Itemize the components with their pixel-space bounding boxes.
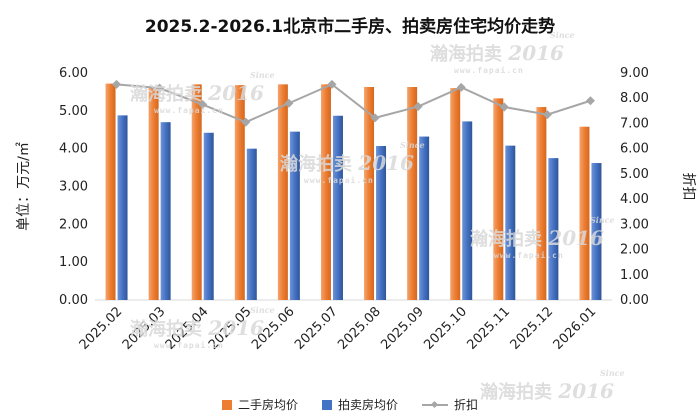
y-tick-label: 6.00 [59, 66, 88, 81]
y-tick-label: 5.00 [59, 104, 88, 119]
discount-point [112, 79, 122, 89]
discount-point [327, 79, 337, 89]
x-tick-label: 2025.06 [249, 304, 298, 353]
legend-label-discount: 折扣 [454, 398, 479, 412]
bar-auction [462, 121, 473, 300]
bar-secondhand [320, 84, 331, 300]
discount-point [413, 102, 423, 112]
bar-auction [289, 131, 300, 300]
x-tick-label: 2025.05 [206, 304, 255, 353]
y2-tick-label: 2.00 [620, 243, 649, 258]
legend-swatch-discount [422, 400, 448, 410]
bar-auction [332, 115, 343, 300]
y2-tick-label: 7.00 [620, 116, 649, 131]
bar-secondhand [364, 86, 375, 300]
bar-auction [203, 132, 214, 300]
x-tick-label: 2025.04 [163, 304, 212, 353]
x-tick-label: 2025.08 [335, 304, 384, 353]
y-tick-label: 3.00 [59, 180, 88, 195]
bar-secondhand [148, 88, 159, 300]
bar-auction [246, 148, 257, 300]
bar-secondhand [277, 84, 288, 300]
y2-tick-label: 9.00 [620, 66, 649, 81]
y2-tick-label: 6.00 [620, 142, 649, 157]
bar-auction [548, 158, 559, 300]
legend-swatch-auction [321, 399, 332, 410]
y2-tick-label: 8.00 [620, 91, 649, 106]
x-tick-label: 2025.11 [464, 304, 513, 353]
bar-auction [419, 136, 430, 300]
y-axis-title: 单位：万元/㎡ [16, 142, 32, 231]
legend-item-auction: 拍卖房均价 [321, 396, 398, 413]
y-tick-label: 0.00 [59, 293, 88, 308]
bar-auction [591, 163, 602, 300]
y-tick-label: 4.00 [59, 142, 88, 157]
legend-label-auction: 拍卖房均价 [337, 398, 398, 412]
x-tick-label: 2025.10 [421, 304, 470, 353]
legend-item-discount: 折扣 [422, 396, 478, 413]
bar-auction [505, 145, 516, 300]
bar-secondhand [191, 84, 202, 300]
bar-secondhand [493, 98, 504, 301]
y2-axis-title: 折扣 [680, 173, 696, 201]
discount-line [116, 83, 591, 124]
discount-point [499, 102, 509, 112]
discount-point [155, 83, 165, 93]
bar-auction [117, 115, 128, 300]
legend-label-secondhand: 二手房均价 [237, 398, 298, 412]
bar-secondhand [407, 86, 418, 300]
bar-auction [160, 122, 171, 300]
discount-point [198, 100, 208, 110]
y2-tick-label: 0.00 [620, 293, 649, 308]
bar-secondhand [105, 83, 116, 301]
y2-tick-label: 4.00 [620, 192, 649, 207]
chart-title: 2025.2-2026.1北京市二手房、拍卖房住宅均价走势 [144, 17, 556, 37]
x-tick-label: 2025.12 [508, 304, 557, 353]
x-tick-label: 2025.02 [77, 304, 126, 353]
bar-secondhand [234, 85, 245, 301]
y2-tick-label: 1.00 [620, 268, 649, 283]
bar-secondhand [579, 126, 590, 301]
x-tick-label: 2025.03 [120, 304, 169, 353]
bar-auction [376, 146, 387, 300]
y2-tick-label: 5.00 [620, 167, 649, 182]
y-tick-label: 2.00 [59, 217, 88, 232]
x-tick-label: 2025.07 [292, 304, 341, 353]
chart-legend: 二手房均价 拍卖房均价 折扣 [0, 396, 700, 413]
bar-secondhand [450, 88, 461, 300]
discount-point [370, 113, 380, 123]
y-tick-label: 1.00 [59, 255, 88, 270]
discount-point [456, 82, 466, 92]
discount-point [585, 96, 595, 106]
legend-item-secondhand: 二手房均价 [221, 396, 298, 413]
x-tick-label: 2026.01 [551, 304, 600, 353]
legend-swatch-secondhand [221, 399, 232, 410]
y2-tick-label: 3.00 [620, 217, 649, 232]
x-tick-label: 2025.09 [378, 304, 427, 353]
bar-secondhand [536, 107, 547, 300]
